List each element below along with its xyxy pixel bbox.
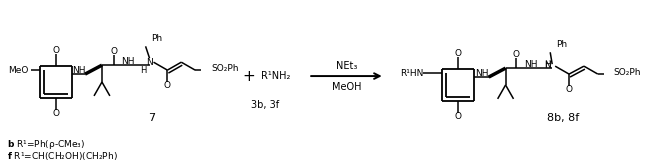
Text: NEt₃: NEt₃ [336, 61, 358, 71]
Text: SO₂Ph: SO₂Ph [614, 68, 641, 77]
Text: NH: NH [475, 69, 488, 78]
Text: R¹HN: R¹HN [400, 69, 423, 78]
Text: 8b, 8f: 8b, 8f [547, 113, 579, 123]
Text: 7: 7 [148, 113, 155, 123]
Text: NH: NH [523, 60, 537, 69]
Text: NH: NH [121, 57, 134, 66]
Text: Ph: Ph [556, 40, 567, 49]
Text: +: + [242, 69, 255, 83]
Text: SO₂Ph: SO₂Ph [211, 64, 238, 73]
Text: O: O [53, 46, 60, 55]
Text: H: H [140, 66, 147, 75]
Text: H: H [544, 60, 550, 69]
Text: N: N [544, 61, 551, 70]
Text: O: O [53, 109, 60, 118]
Text: O: O [454, 112, 462, 121]
Text: O: O [454, 49, 462, 58]
Text: Ph: Ph [152, 34, 162, 43]
Text: $\bf{b}$ R¹=Ph(ρ-CMe₃): $\bf{b}$ R¹=Ph(ρ-CMe₃) [7, 138, 85, 151]
Text: 3b, 3f: 3b, 3f [250, 100, 278, 110]
Text: O: O [566, 86, 572, 94]
Text: O: O [513, 50, 520, 59]
Text: NH: NH [72, 66, 86, 75]
Text: O: O [164, 81, 171, 91]
Text: R¹NH₂: R¹NH₂ [261, 71, 290, 81]
Text: MeOH: MeOH [332, 82, 362, 92]
Text: MeO: MeO [8, 66, 29, 75]
Text: N: N [146, 58, 153, 67]
Text: $\bf{f}$ R¹=CH(CH₂OH)(CH₂Ph): $\bf{f}$ R¹=CH(CH₂OH)(CH₂Ph) [7, 150, 117, 162]
Text: O: O [110, 47, 117, 56]
